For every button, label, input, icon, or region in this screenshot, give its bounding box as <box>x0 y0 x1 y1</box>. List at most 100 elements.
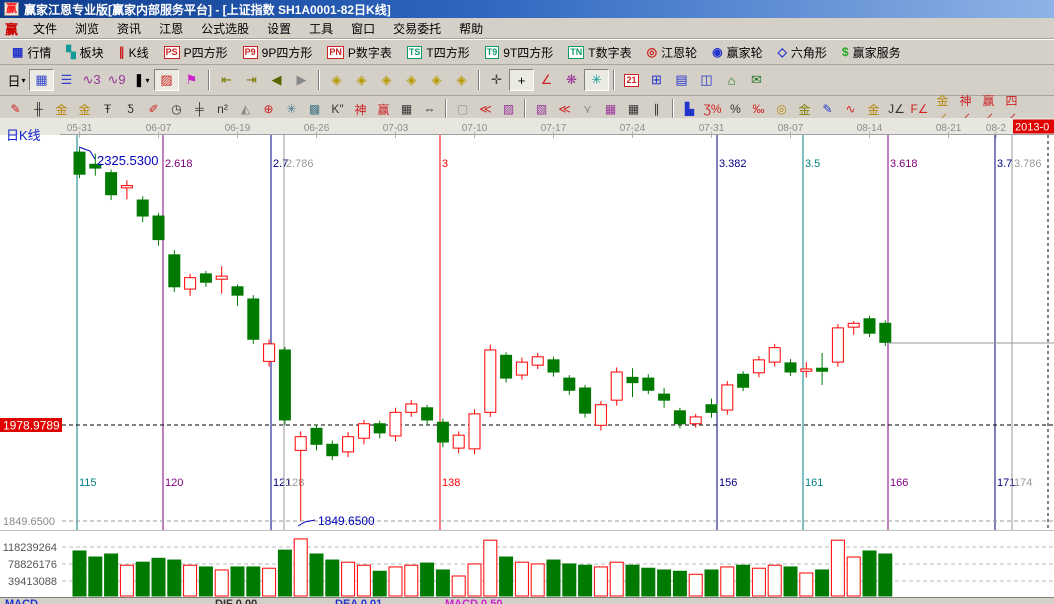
shen-grid-icon[interactable]: 神 <box>349 99 372 119</box>
menu-item-4[interactable]: 江恩 <box>159 21 184 36</box>
crosshair-icon[interactable]: + <box>509 69 534 91</box>
fan-lines2-icon[interactable]: ≪ <box>553 99 576 119</box>
width-measure-icon[interactable]: ⇔ <box>418 99 441 119</box>
percent-wave-icon[interactable]: Ʒ% <box>701 99 724 119</box>
calculator-icon[interactable]: ⊞ <box>644 69 669 91</box>
percent-icon[interactable]: % <box>724 99 747 119</box>
hexagon-button[interactable]: ◇ 六角形 <box>772 43 833 62</box>
quotes-button[interactable]: ▦ 行情 <box>6 43 57 62</box>
memo-icon[interactable]: ▤ <box>669 69 694 91</box>
web-grid-icon[interactable]: ▩ <box>303 99 326 119</box>
period-button[interactable]: 日 ▾ <box>4 69 29 91</box>
t-square-button[interactable]: TS T四方形 <box>401 43 476 62</box>
shen-angle-icon[interactable]: 神∠ <box>954 94 977 125</box>
dense-grid-icon[interactable]: ▦ <box>599 99 622 119</box>
gold-square-icon[interactable]: 金 <box>50 99 73 119</box>
mail-icon[interactable]: ✉ <box>744 69 769 91</box>
price-ladder-icon[interactable]: ▙ <box>678 99 701 119</box>
v-dotted-icon[interactable]: ⋎ <box>576 99 599 119</box>
protractor-icon[interactable]: ◭ <box>234 99 257 119</box>
wave3-icon[interactable]: ∿3 <box>79 69 104 91</box>
brush-tool-icon[interactable]: ✎ <box>4 99 27 119</box>
gold-square2-icon-glyph: 金 <box>78 102 91 117</box>
hatch-square2-icon[interactable]: ▧ <box>530 99 553 119</box>
winner-service-button[interactable]: $ 赢家服务 <box>836 43 907 62</box>
fit-all-icon[interactable]: ◈ <box>449 69 474 91</box>
colored-flag-icon[interactable]: ⚑ <box>179 69 204 91</box>
wave9-icon[interactable]: ∿9 <box>104 69 129 91</box>
nine-p-square-button[interactable]: P9 9P四方形 <box>237 43 319 62</box>
ying-angle-icon[interactable]: 赢∠ <box>977 94 1000 125</box>
menu-item-5[interactable]: 公式选股 <box>201 21 250 36</box>
candle-type-button[interactable]: ❚ ▾ <box>129 69 154 91</box>
grid-ruler-icon[interactable]: ╫ <box>27 99 50 119</box>
f-angle-icon[interactable]: F∠ <box>908 99 931 119</box>
n-square-icon[interactable]: n² <box>211 99 234 119</box>
gold-square2-icon[interactable]: 金 <box>73 99 96 119</box>
parallel-lines-icon[interactable]: ∥ <box>645 99 668 119</box>
network-icon[interactable]: ⌂ <box>719 69 744 91</box>
p-number-table-button[interactable]: PN P数字表 <box>321 43 398 62</box>
star-grid-icon[interactable]: ✳ <box>280 99 303 119</box>
gann-grid-icon[interactable]: ▨ <box>154 69 179 91</box>
fib-level-icon[interactable]: Ŧ <box>96 99 119 119</box>
overlay-grid-icon[interactable]: ▦ <box>29 69 54 91</box>
menu-item-1[interactable]: 文件 <box>33 21 58 36</box>
permille-icon[interactable]: ‰ <box>747 99 770 119</box>
j-angle-icon[interactable]: J∠ <box>885 99 908 119</box>
percent-wave-icon-glyph: Ʒ% <box>703 102 722 116</box>
ruler-grid2-icon[interactable]: ╪ <box>188 99 211 119</box>
gann-wheel-button[interactable]: ◎ 江恩轮 <box>641 43 704 62</box>
zoom-v-icon[interactable]: ◈ <box>424 69 449 91</box>
ying-grid-icon[interactable]: 赢 <box>372 99 395 119</box>
menu-item-10[interactable]: 帮助 <box>459 21 484 36</box>
zoom-out-h-icon[interactable]: ◈ <box>374 69 399 91</box>
t-number-table-button[interactable]: TN T数字表 <box>562 43 637 62</box>
gold-levels2-icon[interactable]: 金 <box>862 99 885 119</box>
gold-circle2-icon[interactable]: ◎ <box>770 99 793 119</box>
cycle-clock-icon[interactable]: ◷ <box>165 99 188 119</box>
candlesticks[interactable] <box>73 148 892 521</box>
menu-item-7[interactable]: 工具 <box>309 21 334 36</box>
pencil-tool-icon[interactable]: ✐ <box>142 99 165 119</box>
menu-item-2[interactable]: 浏览 <box>75 21 100 36</box>
fan-lines-icon[interactable]: ≪ <box>474 99 497 119</box>
spiral-icon[interactable]: Ƽ <box>119 99 142 119</box>
menu-item-3[interactable]: 资讯 <box>117 21 142 36</box>
step-back-icon[interactable]: ◀ <box>264 69 289 91</box>
kline-button[interactable]: ∥ K线 <box>113 43 155 62</box>
pen-blue-icon[interactable]: ✎ <box>816 99 839 119</box>
chart-area[interactable]: 05-31 06-07 06-19 06-26 07-03 07-10 07-17 07-24… <box>0 118 1054 604</box>
step-forward-icon[interactable]: ▶ <box>289 69 314 91</box>
si-angle-icon[interactable]: 四∠ <box>1000 94 1023 125</box>
nine-t-square-button[interactable]: T9 9T四方形 <box>479 43 560 62</box>
k-wave-icon[interactable]: Κ″ <box>326 99 349 119</box>
calendar-icon[interactable]: 21 <box>619 69 644 91</box>
winner-wheel-button[interactable]: ◉ 赢家轮 <box>706 43 769 62</box>
menu-item-9[interactable]: 交易委托 <box>393 21 442 36</box>
hatch-square-icon[interactable]: ▨ <box>497 99 520 119</box>
gold-angle-icon[interactable]: 金∠ <box>931 94 954 125</box>
volume-bars[interactable] <box>72 538 893 597</box>
rect-select-icon[interactable]: ▢ <box>451 99 474 119</box>
pan-hand-icon[interactable]: ✛ <box>484 69 509 91</box>
menu-item-6[interactable]: 设置 <box>267 21 292 36</box>
pan-right-icon[interactable]: ◈ <box>349 69 374 91</box>
save-icon[interactable]: ◫ <box>694 69 719 91</box>
info-list-icon[interactable]: ☰ <box>54 69 79 91</box>
sectors-button[interactable]: ▚ 板块 <box>60 43 109 62</box>
gold-levels-icon[interactable]: 金 <box>793 99 816 119</box>
p-square-button[interactable]: PS P四方形 <box>158 43 234 62</box>
angle-measure-icon[interactable]: ∠ <box>534 69 559 91</box>
zoom-in-h-icon[interactable]: ◈ <box>399 69 424 91</box>
pan-left-icon[interactable]: ◈ <box>324 69 349 91</box>
jump-first-icon[interactable]: ⇤ <box>214 69 239 91</box>
wave-measure-icon[interactable]: ∿ <box>839 99 862 119</box>
grid-123-icon[interactable]: ▦ <box>395 99 418 119</box>
dense-grid2-icon[interactable]: ▦ <box>622 99 645 119</box>
smart-analyze-icon[interactable]: ✳ <box>584 69 609 91</box>
menu-item-8[interactable]: 窗口 <box>351 21 376 36</box>
jump-last-icon[interactable]: ⇥ <box>239 69 264 91</box>
gann-circle-icon[interactable]: ⊕ <box>257 99 280 119</box>
gann-fan-icon[interactable]: ❋ <box>559 69 584 91</box>
